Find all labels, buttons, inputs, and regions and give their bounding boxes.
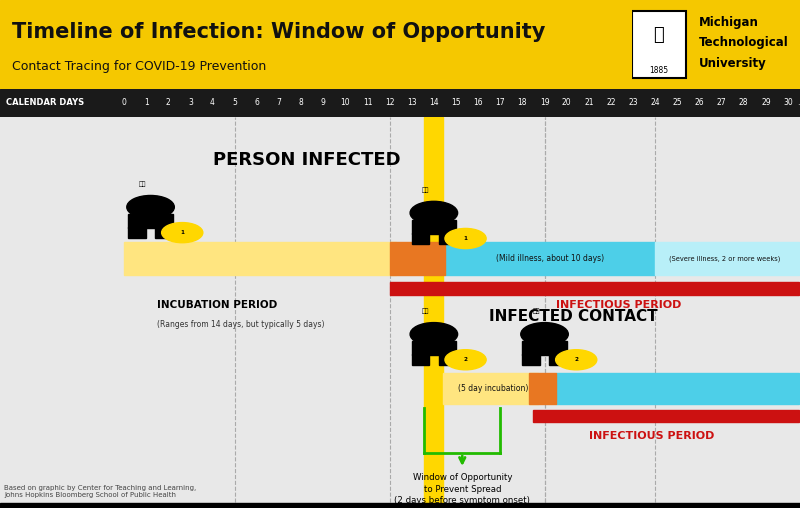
Circle shape: [445, 229, 486, 248]
Bar: [390, 242, 445, 275]
Bar: [522, 341, 566, 355]
Text: ...: ...: [798, 99, 800, 107]
Text: 9: 9: [321, 99, 326, 107]
Bar: [155, 227, 173, 238]
Text: (Mild illness, about 10 days): (Mild illness, about 10 days): [496, 254, 604, 263]
Text: 11: 11: [362, 99, 372, 107]
Text: 14: 14: [429, 99, 438, 107]
Text: 12: 12: [385, 99, 394, 107]
Text: 23: 23: [628, 99, 638, 107]
Text: 2: 2: [463, 357, 467, 362]
Text: 0: 0: [122, 99, 126, 107]
Bar: [632, 11, 686, 78]
Text: PERSON INFECTED: PERSON INFECTED: [213, 151, 400, 169]
Bar: [445, 242, 655, 275]
Circle shape: [410, 323, 458, 346]
Text: Contact Tracing for COVID-19 Prevention: Contact Tracing for COVID-19 Prevention: [12, 59, 266, 73]
Text: Timeline of Infection: Window of Opportunity: Timeline of Infection: Window of Opportu…: [12, 22, 546, 42]
Bar: [412, 355, 429, 365]
Text: 29: 29: [761, 99, 770, 107]
Text: 〜〜: 〜〜: [139, 181, 146, 186]
Text: University: University: [699, 57, 767, 70]
Text: Michigan: Michigan: [699, 16, 759, 29]
Text: INCUBATION PERIOD: INCUBATION PERIOD: [158, 300, 278, 309]
Bar: [438, 355, 456, 365]
Text: 22: 22: [606, 99, 616, 107]
Text: 1: 1: [144, 99, 149, 107]
Bar: [522, 355, 540, 365]
Text: 🐺: 🐺: [654, 26, 664, 44]
Circle shape: [162, 223, 203, 243]
Text: 26: 26: [694, 99, 704, 107]
Text: Based on graphic by Center for Teaching and Learning,
Johns Hopkins Bloomberg Sc: Based on graphic by Center for Teaching …: [4, 485, 196, 498]
Text: INFECTIOUS PERIOD: INFECTIOUS PERIOD: [589, 431, 714, 440]
Text: 2: 2: [574, 357, 578, 362]
Circle shape: [126, 196, 174, 219]
Text: 27: 27: [717, 99, 726, 107]
Text: Technological: Technological: [699, 37, 789, 49]
Text: 4: 4: [210, 99, 215, 107]
Text: 1: 1: [463, 236, 467, 241]
Bar: [412, 233, 429, 244]
Bar: [550, 355, 566, 365]
Bar: [412, 220, 456, 234]
Bar: [128, 214, 173, 228]
Bar: [124, 242, 396, 275]
Bar: [424, 117, 443, 508]
Bar: [534, 410, 799, 422]
Text: 1885: 1885: [650, 66, 669, 75]
Bar: [390, 282, 799, 295]
Text: 5: 5: [232, 99, 237, 107]
Text: 10: 10: [341, 99, 350, 107]
Text: 18: 18: [518, 99, 527, 107]
Text: 〜〜: 〜〜: [422, 187, 430, 193]
Bar: [438, 233, 456, 244]
Circle shape: [556, 350, 597, 370]
Text: CALENDAR DAYS: CALENDAR DAYS: [6, 99, 85, 107]
Text: 13: 13: [407, 99, 417, 107]
Text: 3: 3: [188, 99, 193, 107]
Bar: [128, 227, 146, 238]
Circle shape: [445, 350, 486, 370]
Text: 30: 30: [783, 99, 793, 107]
Bar: [412, 341, 456, 355]
Text: (Severe illness, 2 or more weeks): (Severe illness, 2 or more weeks): [670, 256, 781, 262]
Text: 2: 2: [166, 99, 170, 107]
Text: 24: 24: [650, 99, 660, 107]
Text: 17: 17: [495, 99, 505, 107]
Text: 28: 28: [739, 99, 749, 107]
Text: 16: 16: [474, 99, 483, 107]
Text: 21: 21: [584, 99, 594, 107]
Text: 〜〜: 〜〜: [533, 308, 540, 314]
Bar: [655, 242, 799, 275]
Bar: [0, 503, 800, 508]
Bar: [555, 373, 799, 404]
Bar: [442, 373, 538, 404]
Text: (Ranges from 14 days, but typically 5 days): (Ranges from 14 days, but typically 5 da…: [158, 320, 325, 329]
Text: 6: 6: [254, 99, 259, 107]
Text: Window of Opportunity
to Prevent Spread
(2 days before symptom onset): Window of Opportunity to Prevent Spread …: [394, 473, 530, 505]
Text: 25: 25: [673, 99, 682, 107]
Text: 7: 7: [277, 99, 282, 107]
Text: 20: 20: [562, 99, 571, 107]
Text: 8: 8: [298, 99, 303, 107]
Text: 19: 19: [540, 99, 550, 107]
Text: INFECTIOUS PERIOD: INFECTIOUS PERIOD: [555, 300, 681, 309]
Circle shape: [410, 201, 458, 225]
Text: 15: 15: [451, 99, 461, 107]
Text: 1: 1: [180, 230, 184, 235]
Text: 〜〜: 〜〜: [422, 308, 430, 314]
Bar: [529, 373, 555, 404]
Text: INFECTED CONTACT: INFECTED CONTACT: [489, 309, 658, 324]
Text: (5 day incubation): (5 day incubation): [458, 384, 529, 393]
Circle shape: [521, 323, 568, 346]
